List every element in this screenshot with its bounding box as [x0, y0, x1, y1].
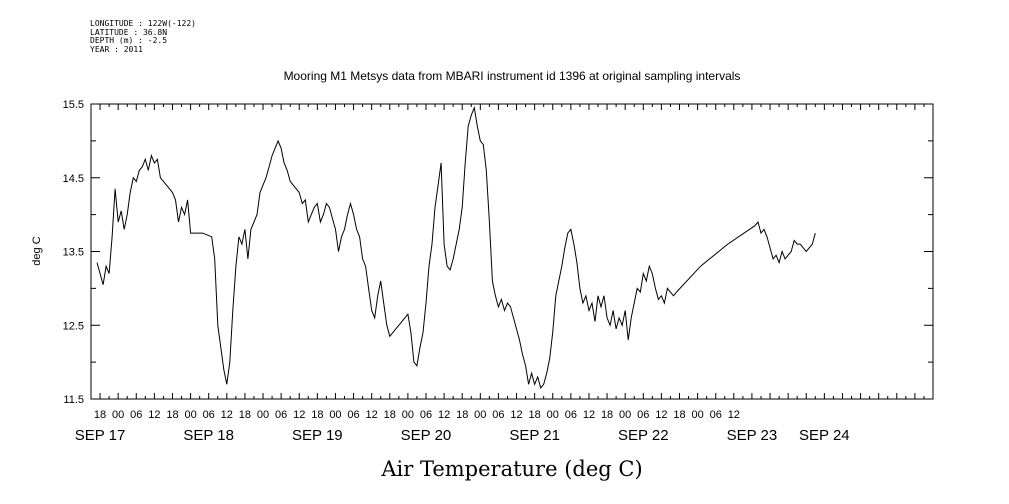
x-date-label: SEP 17: [75, 427, 126, 444]
x-hour-label: 00: [329, 409, 341, 421]
x-date-label: SEP 24: [799, 427, 850, 444]
x-hour-label: 00: [547, 409, 559, 421]
x-hour-label: 12: [221, 409, 233, 421]
latitude-label: LATITUDE : 36.8N: [90, 27, 168, 37]
x-hour-label: 18: [601, 409, 613, 421]
x-hour-label: 00: [184, 409, 196, 421]
x-hour-label: 06: [420, 409, 432, 421]
y-tick-label: 14.5: [63, 173, 84, 185]
y-tick-label: 12.5: [63, 320, 84, 332]
year-label: YEAR : 2011: [90, 44, 143, 54]
x-hour-label: 18: [311, 409, 323, 421]
x-hour-label: 18: [384, 409, 396, 421]
x-hour-label: 12: [293, 409, 305, 421]
x-hour-label: 12: [510, 409, 522, 421]
x-hour-label: 06: [347, 409, 359, 421]
y-axis-label: deg C: [31, 236, 43, 265]
x-hour-label: 12: [728, 409, 740, 421]
x-hour-label: 12: [366, 409, 378, 421]
x-date-label: SEP 20: [401, 427, 452, 444]
x-date-label: SEP 22: [618, 427, 669, 444]
y-axis: 11.5 12.5 13.5 14.5 15.5: [63, 99, 933, 406]
x-hour-label: 18: [456, 409, 468, 421]
x-hour-label: 06: [565, 409, 577, 421]
x-hour-label: 06: [275, 409, 287, 421]
x-hour-label: 00: [619, 409, 631, 421]
x-hour-label: 18: [94, 409, 106, 421]
y-tick-label: 15.5: [63, 99, 84, 111]
x-axis: 18 00 06 12 18 00 06 12 18 00 06 12 18 00 06 12 18 00 06 12…: [75, 104, 934, 444]
x-hour-label: 18: [239, 409, 251, 421]
y-tick-label: 13.5: [63, 247, 84, 259]
x-hour-label: 18: [673, 409, 685, 421]
x-hour-label: 06: [130, 409, 142, 421]
x-hour-label: 06: [637, 409, 649, 421]
x-date-label: SEP 18: [183, 427, 234, 444]
x-hour-label: 18: [166, 409, 178, 421]
x-hour-label: 18: [529, 409, 541, 421]
x-hour-label: 06: [492, 409, 504, 421]
x-hour-label: 00: [257, 409, 269, 421]
series-line: [96, 105, 816, 389]
series-group: [96, 105, 816, 389]
x-date-label: SEP 21: [509, 427, 560, 444]
longitude-label: LONGITUDE : 122W(-122): [90, 19, 196, 28]
x-hour-label: 00: [474, 409, 486, 421]
x-hour-label: 00: [112, 409, 124, 421]
x-hour-label: 12: [438, 409, 450, 421]
chart-title: Mooring M1 Metsys data from MBARI instru…: [284, 69, 741, 83]
x-hour-label: 12: [655, 409, 667, 421]
x-date-label: SEP 23: [727, 427, 778, 444]
depth-label: DEPTH (m) : -2.5: [90, 36, 168, 46]
x-hour-label: 12: [583, 409, 595, 421]
metadata-block: LONGITUDE : 122W(-122) LATITUDE : 36.8N …: [90, 19, 196, 54]
x-hour-label: 00: [402, 409, 414, 421]
x-hour-label: 06: [203, 409, 215, 421]
x-axis-label: Air Temperature (deg C): [380, 457, 642, 481]
y-tick-label: 11.5: [63, 394, 84, 406]
x-hour-label: 12: [148, 409, 160, 421]
x-hour-label: 06: [710, 409, 722, 421]
x-date-label: SEP 19: [292, 427, 343, 444]
x-hour-label: 00: [691, 409, 703, 421]
